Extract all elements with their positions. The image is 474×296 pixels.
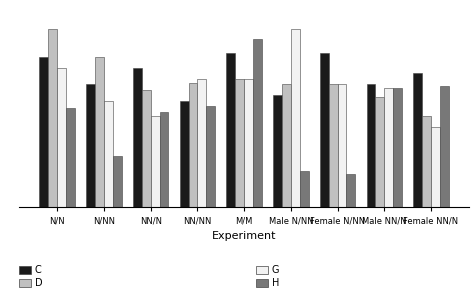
Bar xyxy=(151,115,160,207)
Bar xyxy=(273,95,282,207)
Bar xyxy=(95,57,104,207)
Bar xyxy=(431,127,440,207)
Bar xyxy=(197,79,206,207)
Bar xyxy=(180,101,189,207)
Bar xyxy=(320,53,328,207)
Bar xyxy=(66,108,75,207)
Bar xyxy=(253,38,262,207)
Bar xyxy=(337,84,346,207)
Bar xyxy=(244,79,253,207)
Bar xyxy=(346,174,356,207)
Bar xyxy=(413,73,422,207)
Bar xyxy=(104,101,113,207)
Bar xyxy=(57,68,66,207)
Bar xyxy=(235,79,244,207)
Bar xyxy=(440,86,449,207)
Bar xyxy=(160,112,168,207)
Bar xyxy=(142,90,151,207)
Bar xyxy=(86,84,95,207)
Bar xyxy=(422,115,431,207)
Bar xyxy=(48,30,57,207)
Bar xyxy=(133,68,142,207)
Bar xyxy=(300,170,309,207)
Bar xyxy=(282,84,291,207)
Legend: C, D: C, D xyxy=(19,265,42,288)
Bar xyxy=(366,84,375,207)
Bar xyxy=(328,84,337,207)
Bar xyxy=(291,30,300,207)
Bar xyxy=(393,88,402,207)
Bar xyxy=(375,97,384,207)
Bar xyxy=(206,107,215,207)
Legend: G, H: G, H xyxy=(256,265,279,288)
X-axis label: Experiment: Experiment xyxy=(212,231,276,241)
Bar xyxy=(39,57,48,207)
Bar xyxy=(189,83,197,207)
Bar xyxy=(113,156,122,207)
Bar xyxy=(384,88,393,207)
Bar xyxy=(227,53,235,207)
